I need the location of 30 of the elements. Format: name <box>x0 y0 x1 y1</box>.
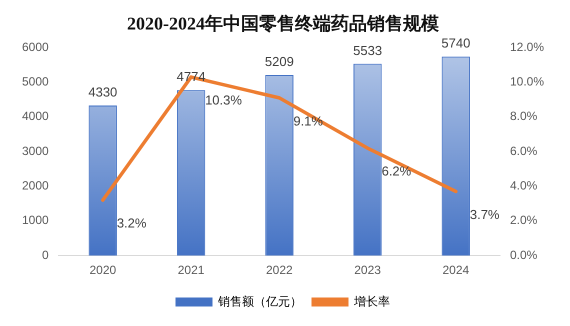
data-label: 4330 <box>88 84 118 100</box>
x-tick-label: 2023 <box>354 263 382 278</box>
y2-tick-label: 0.0% <box>510 248 538 262</box>
y-tick-label: 1000 <box>22 213 50 228</box>
y2-tick-label: 2.0% <box>510 213 538 228</box>
y-tick-label: 4000 <box>22 109 50 124</box>
y-tick-label: 6000 <box>22 40 50 54</box>
y2-tick-label: 8.0% <box>510 109 538 124</box>
y2-tick-label: 12.0% <box>510 40 544 54</box>
chart-title: 2020-2024年中国零售终端药品销售规模 <box>127 13 439 34</box>
x-tick-label: 2020 <box>89 263 116 278</box>
data-label: 3.2% <box>116 216 147 231</box>
x-tick-label: 2022 <box>266 263 294 278</box>
y2-tick-label: 6.0% <box>510 144 538 158</box>
legend-label: 销售额（亿元） <box>217 294 302 308</box>
y-tick-label: 0 <box>42 248 50 262</box>
y2-tick-label: 10.0% <box>510 74 544 89</box>
data-label: 10.3% <box>205 92 242 108</box>
data-label: 5533 <box>353 42 382 58</box>
y-tick-label: 2000 <box>22 178 50 193</box>
data-label: 5740 <box>441 36 470 51</box>
x-tick-label: 2024 <box>442 263 470 278</box>
y-tick-label: 5000 <box>22 74 50 89</box>
data-label: 5209 <box>264 54 294 70</box>
data-label: 6.2% <box>382 164 412 179</box>
x-tick-label: 2021 <box>178 263 205 278</box>
legend-label: 增长率 <box>353 294 390 308</box>
y2-tick-label: 4.0% <box>510 178 538 193</box>
data-label: 3.7% <box>470 207 500 222</box>
y-tick-label: 3000 <box>22 144 50 158</box>
